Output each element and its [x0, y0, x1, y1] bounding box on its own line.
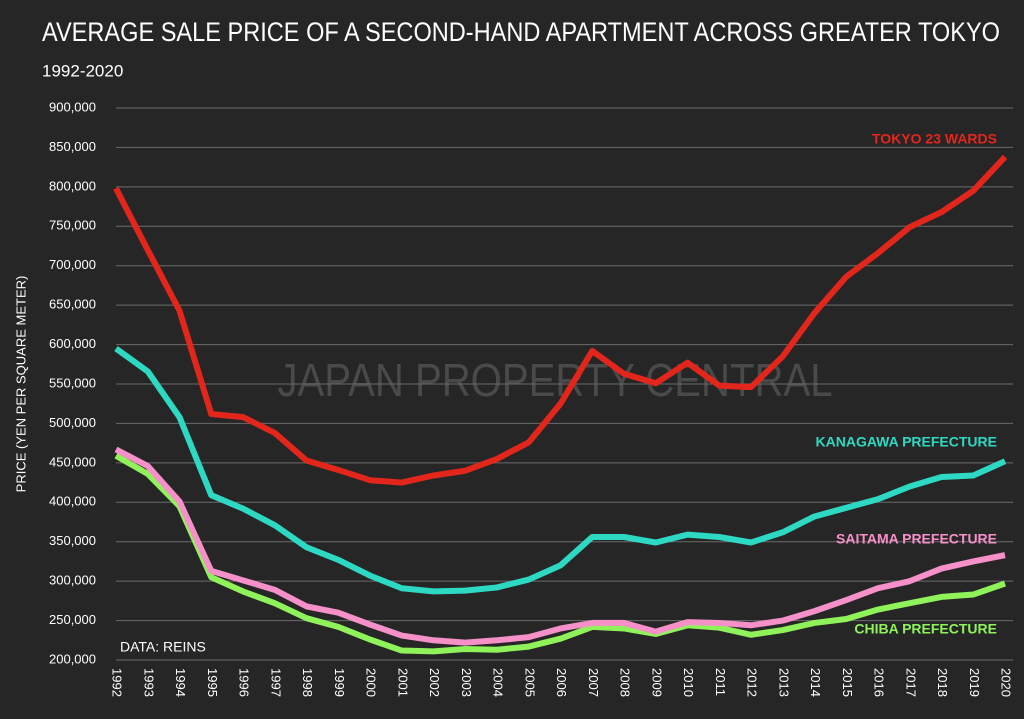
series-line	[114, 453, 1006, 655]
x-tick-label: 1992	[110, 668, 125, 697]
watermark: JAPAN PROPERTY CENTRAL	[278, 354, 833, 406]
series-label: KANAGAWA PREFECTURE	[816, 434, 998, 450]
x-tick-label: 1994	[173, 668, 188, 697]
x-tick-label: 2011	[713, 668, 728, 696]
y-tick-label: 900,000	[49, 99, 96, 114]
x-tick-label: 2012	[745, 668, 760, 697]
x-tick-label: 1993	[141, 668, 156, 697]
x-tick-label: 2014	[808, 668, 823, 697]
series-label: SAITAMA PREFECTURE	[836, 531, 997, 547]
x-tick-label: 1999	[332, 668, 347, 697]
y-tick-label: 200,000	[49, 651, 96, 666]
x-tick-label: 2015	[840, 668, 855, 697]
x-tick-label: 2001	[395, 668, 410, 697]
y-tick-label: 750,000	[49, 218, 96, 233]
series-label: TOKYO 23 WARDS	[872, 131, 997, 147]
x-tick-label: 1998	[300, 668, 315, 697]
series-line	[114, 446, 1006, 646]
y-tick-label: 600,000	[49, 336, 96, 351]
y-tick-label: 700,000	[49, 257, 96, 272]
x-tick-label: 2000	[364, 668, 379, 697]
y-tick-label: 450,000	[49, 454, 96, 469]
y-tick-label: 850,000	[49, 139, 96, 154]
series-line	[114, 346, 1007, 595]
x-tick-label: 2003	[459, 668, 474, 697]
chart-subtitle: 1992-2020	[42, 61, 123, 80]
x-tick-label: 2010	[681, 668, 696, 697]
x-tick-label: 2009	[649, 668, 664, 697]
x-tick-label: 2019	[967, 668, 982, 697]
y-tick-label: 250,000	[49, 612, 96, 627]
x-tick-label: 2004	[491, 668, 506, 697]
series-label: CHIBA PREFECTURE	[854, 621, 997, 637]
x-tick-label: 1997	[268, 668, 283, 697]
y-tick-label: 650,000	[49, 297, 96, 312]
grid	[116, 107, 1013, 661]
x-tick-label: 2013	[776, 668, 791, 697]
x-tick-label: 2016	[872, 668, 887, 697]
y-tick-label: 500,000	[49, 415, 96, 430]
x-tick-label: 2018	[935, 668, 950, 697]
series-line	[113, 154, 1008, 486]
x-tick-label: 1995	[205, 668, 220, 697]
x-tick-label: 1996	[237, 668, 252, 697]
x-tick-label: 2002	[427, 668, 442, 697]
y-tick-label: 350,000	[49, 533, 96, 548]
y-tick-label: 550,000	[49, 375, 96, 390]
source-note: DATA: REINS	[120, 639, 206, 655]
y-tick-label: 400,000	[49, 494, 96, 509]
y-tick-label: 300,000	[49, 573, 96, 588]
y-axis-label: PRICE (YEN PER SQUARE METER)	[13, 276, 28, 493]
x-tick-label: 2005	[522, 668, 537, 697]
chart-title: AVERAGE SALE PRICE OF A SECOND-HAND APAR…	[42, 17, 1000, 47]
x-tick-label: 2008	[618, 668, 633, 697]
x-tick-label: 2006	[554, 668, 569, 697]
x-tick-label: 2007	[586, 668, 601, 697]
x-tick-label: 2020	[999, 668, 1014, 697]
x-tick-label: 2017	[903, 668, 918, 697]
y-tick-label: 800,000	[49, 178, 96, 193]
